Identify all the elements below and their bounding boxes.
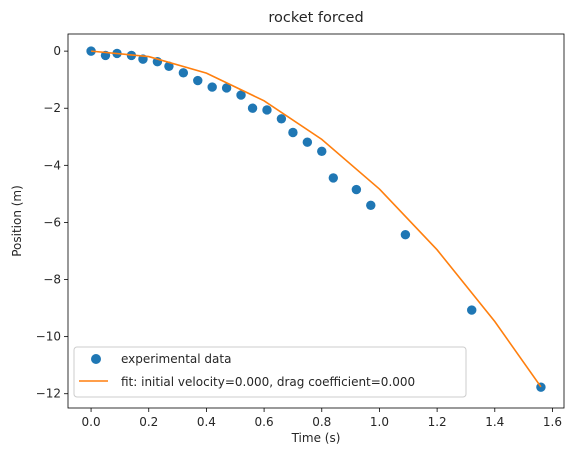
legend-scatter-marker	[91, 354, 101, 364]
y-tick-label: −10	[36, 330, 61, 344]
data-point	[262, 105, 272, 115]
legend-box	[73, 346, 467, 398]
legend-label-fit: fit: initial velocity=0.000, drag coeffi…	[121, 375, 415, 389]
x-tick-label: 1.0	[370, 415, 389, 429]
data-point	[536, 382, 546, 392]
data-point	[288, 127, 298, 138]
x-tick-label: 1.2	[428, 415, 447, 429]
x-tick-label: 0.2	[139, 415, 158, 429]
x-tick-label: 0.0	[82, 415, 101, 429]
chart-title: rocket forced	[268, 10, 363, 26]
data-point	[302, 137, 313, 147]
y-tick-label: −2	[43, 101, 61, 115]
y-tick-label: −4	[43, 158, 61, 172]
plot-area: 0.0 0.2 0.4 0.6 0.8 1.0 1.2 1.4 1.6 0 −2 −4 −6 −8 −10 −…	[36, 33, 565, 429]
data-point	[193, 75, 203, 86]
y-axis-label: Position (m)	[10, 185, 24, 257]
data-point	[351, 184, 362, 195]
data-point	[236, 90, 246, 100]
y-tick-label: −12	[36, 387, 61, 401]
data-point	[247, 103, 258, 113]
x-tick-label: 0.6	[255, 415, 274, 429]
y-tick-label: −8	[43, 273, 61, 287]
x-axis-label: Time (s)	[291, 431, 341, 445]
fit-line	[90, 50, 542, 388]
x-tick-label: 0.8	[312, 415, 331, 429]
legend: experimental data fit: initial velocity=…	[73, 346, 467, 398]
x-tick-label: 1.4	[485, 415, 504, 429]
data-point	[467, 305, 477, 315]
y-tick-label: −6	[43, 215, 61, 229]
data-point	[317, 146, 327, 157]
data-point	[164, 61, 174, 71]
data-point	[221, 83, 232, 93]
axes-frame	[67, 33, 565, 409]
data-point	[400, 230, 411, 240]
data-point	[276, 114, 287, 124]
x-tick-label: 0.4	[197, 415, 216, 429]
x-tick-label: 1.6	[543, 415, 562, 429]
data-point	[207, 82, 217, 92]
legend-label-experimental: experimental data	[121, 352, 231, 366]
data-point	[328, 173, 339, 183]
data-point	[178, 68, 189, 78]
y-tick-label: 0	[53, 44, 61, 58]
data-point	[366, 200, 376, 210]
